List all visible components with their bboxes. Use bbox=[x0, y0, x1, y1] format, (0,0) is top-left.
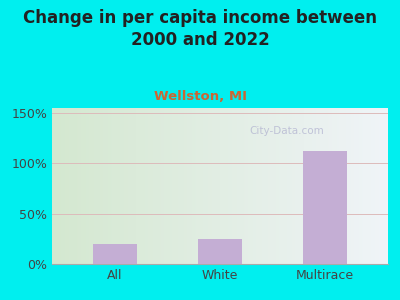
Text: Wellston, MI: Wellston, MI bbox=[154, 90, 246, 103]
Bar bbox=[303, 151, 347, 264]
Text: Change in per capita income between
2000 and 2022: Change in per capita income between 2000… bbox=[23, 9, 377, 49]
Bar bbox=[93, 244, 137, 264]
Bar bbox=[198, 239, 242, 264]
Text: City-Data.com: City-Data.com bbox=[250, 126, 324, 136]
